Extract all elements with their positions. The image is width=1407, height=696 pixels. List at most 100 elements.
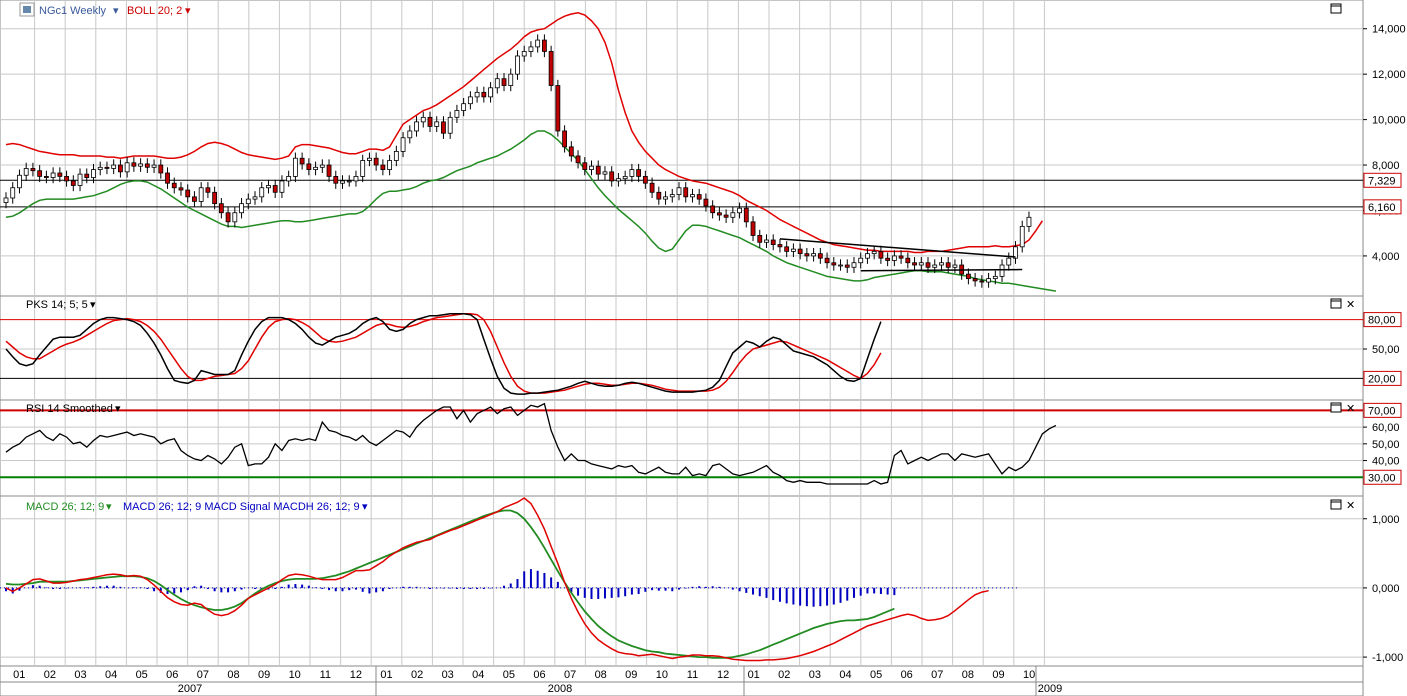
candle-body: [124, 162, 130, 173]
candle-body: [878, 250, 884, 259]
candle-body: [871, 250, 877, 255]
candle-body: [441, 121, 446, 134]
maximize-icon[interactable]: [1330, 3, 1342, 14]
candle-body: [454, 110, 460, 118]
x-tick-label: 01: [380, 669, 392, 681]
candle-body: [851, 262, 857, 268]
dropdown-arrow-icon[interactable]: ▾: [115, 403, 121, 415]
candle-body: [447, 116, 453, 134]
badge-pks-high: 80,00: [1363, 312, 1402, 328]
pks-k-line: [5, 312, 882, 395]
year-label: 2007: [178, 683, 202, 695]
candle-body: [232, 212, 238, 223]
candle-body: [669, 194, 675, 198]
x-tick-label: 01: [748, 669, 760, 681]
candle-body: [797, 248, 803, 255]
dropdown-arrow-icon[interactable]: ▾: [362, 501, 368, 513]
candle-body: [999, 264, 1005, 277]
dropdown-arrow-icon[interactable]: ▾: [90, 299, 96, 311]
price-panel[interactable]: [0, 0, 1364, 297]
candle-body: [185, 189, 191, 198]
x-tick-label: 04: [839, 669, 851, 681]
candle-body: [1026, 216, 1032, 227]
candle-body: [521, 51, 527, 57]
candle-body: [481, 91, 487, 98]
candle-body: [844, 264, 850, 268]
candle-body: [400, 137, 406, 152]
x-tick-label: 08: [595, 669, 607, 681]
x-tick-label: 04: [105, 669, 117, 681]
candle-body: [50, 172, 56, 178]
candle-body: [555, 85, 561, 132]
candle-body: [865, 253, 870, 259]
time-axis: [0, 665, 1364, 696]
maximize-icon[interactable]: [1330, 499, 1342, 510]
x-tick-label: 02: [411, 669, 423, 681]
candle-body: [965, 273, 971, 280]
macd-legend-label[interactable]: MACD 26; 12; 9: [26, 501, 104, 513]
candle-body: [696, 194, 702, 200]
macd-signal-legend-label[interactable]: MACD 26; 12; 9 MACD Signal MACDH 26; 12;…: [123, 501, 360, 513]
close-icon[interactable]: ✕: [1346, 403, 1355, 415]
candle-body: [582, 162, 588, 170]
candle-body: [252, 196, 258, 200]
candle-body: [690, 194, 695, 198]
candle-body: [595, 165, 601, 175]
badge-rsi-high: 70,00: [1363, 402, 1402, 418]
candle-body: [528, 46, 534, 52]
candle-body: [407, 130, 413, 139]
pks-panel[interactable]: [0, 295, 1364, 401]
x-tick-label: 10: [289, 669, 301, 681]
candle-body: [918, 262, 924, 266]
badge-price-h1: 7,329: [1363, 172, 1402, 188]
close-icon[interactable]: ✕: [1346, 299, 1355, 311]
maximize-icon[interactable]: [1330, 298, 1342, 309]
candle-body: [138, 163, 144, 167]
candle-body: [824, 257, 830, 264]
candle-body: [905, 257, 911, 264]
candle-body: [589, 165, 594, 170]
candle-body: [158, 164, 164, 174]
price-legend-label[interactable]: NGc1 Weekly: [39, 5, 107, 17]
candle-body: [838, 264, 843, 267]
dropdown-arrow-icon[interactable]: ▾: [185, 5, 191, 17]
year-label: 2009: [1038, 683, 1062, 695]
candle-body: [380, 164, 386, 170]
candle-body: [151, 164, 157, 168]
x-tick-label: 05: [870, 669, 882, 681]
candle-body: [602, 171, 608, 175]
candle-body: [945, 262, 951, 268]
candle-body: [858, 257, 864, 264]
rsi-legend: RSI 14 Smoothed ▾: [26, 403, 121, 415]
maximize-icon[interactable]: [1330, 402, 1342, 413]
x-tick-label: 02: [778, 669, 790, 681]
boll-legend-label[interactable]: BOLL 20; 2: [127, 5, 182, 17]
candle-body: [299, 157, 305, 165]
candle-body: [952, 264, 958, 268]
x-tick-label: 06: [901, 669, 913, 681]
candle-body: [373, 157, 379, 166]
candle-body: [804, 253, 810, 257]
badge-box: [1363, 172, 1402, 188]
x-tick-label: 05: [503, 669, 515, 681]
candle-body: [144, 163, 150, 168]
rsi-panel[interactable]: [0, 399, 1364, 497]
x-tick-label: 11: [320, 669, 331, 681]
macd-panel[interactable]: [0, 495, 1364, 667]
candle-body: [710, 205, 716, 214]
candle-body: [70, 180, 76, 186]
candle-body: [1006, 257, 1012, 266]
rsi-legend-label[interactable]: RSI 14 Smoothed: [26, 403, 113, 415]
pks-legend-label[interactable]: PKS 14; 5; 5: [26, 299, 88, 311]
dropdown-arrow-icon[interactable]: ▾: [113, 5, 119, 17]
candle-body: [939, 262, 944, 266]
candle-body: [84, 173, 90, 178]
dropdown-arrow-icon[interactable]: ▾: [106, 501, 112, 513]
candle-body: [333, 175, 339, 184]
candle-body: [272, 185, 278, 193]
pks-legend: PKS 14; 5; 5 ▾: [26, 299, 96, 311]
x-tick-label: 06: [533, 669, 545, 681]
level-badges: 7,329 6,160 80,00 20,00 70,00 30,00: [1363, 172, 1402, 485]
candle-body: [3, 197, 9, 203]
close-icon[interactable]: ✕: [1346, 500, 1355, 512]
